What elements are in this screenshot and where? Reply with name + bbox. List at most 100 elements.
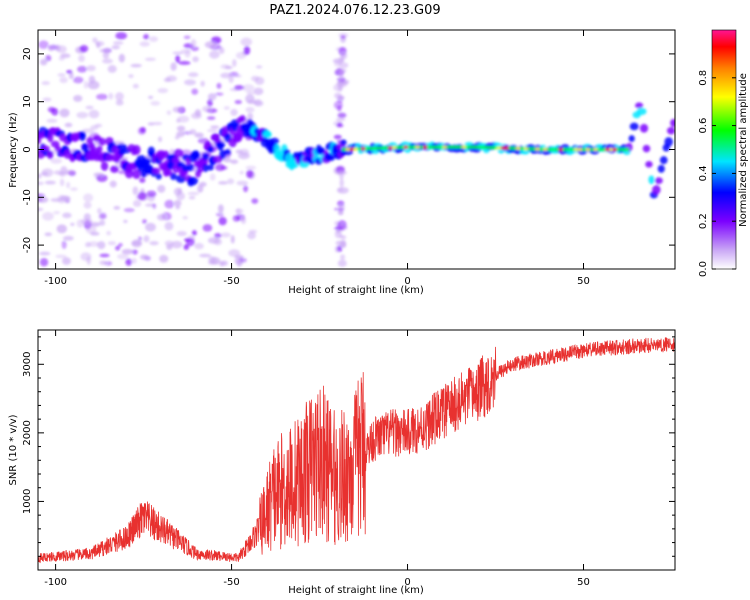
spectral-blob — [115, 245, 121, 251]
spectral-blob — [128, 74, 134, 79]
spectral-core-blob — [477, 145, 483, 149]
spectral-ridge-blob — [173, 148, 184, 158]
spectral-blob — [232, 59, 237, 67]
spectral-blob — [77, 65, 88, 73]
spectral-blob — [223, 106, 230, 110]
spectral-blob — [99, 260, 107, 266]
spectral-core-blob — [624, 147, 630, 152]
spectral-blob — [117, 253, 129, 260]
spectral-blob — [142, 219, 147, 224]
spectral-blob — [190, 112, 202, 120]
spectral-blob — [123, 219, 128, 224]
spectral-blob — [215, 163, 226, 172]
spectral-blob — [209, 173, 216, 181]
spectral-blob — [206, 128, 218, 133]
spectral-blob — [53, 210, 61, 215]
spectral-blob — [236, 180, 249, 186]
spectral-blob — [339, 239, 346, 248]
spectral-blob — [66, 181, 71, 189]
colorbar-tick-label: 0.4 — [698, 165, 709, 181]
spectral-blob — [247, 112, 254, 120]
spectral-core-blob — [488, 145, 494, 150]
spectral-blob — [175, 205, 181, 210]
spectral-blob — [64, 196, 69, 204]
spectral-ridge-blob — [654, 177, 663, 185]
spectral-ridge-blob — [224, 148, 231, 156]
spectral-blob — [61, 257, 71, 265]
spectral-blob — [254, 98, 262, 106]
spectral-blob — [224, 65, 233, 70]
spectral-blob — [70, 222, 75, 226]
spectral-blob — [183, 244, 190, 250]
spectral-core-blob — [357, 147, 363, 151]
spectral-blob — [228, 75, 234, 84]
spectral-core-blob — [446, 145, 452, 149]
spectral-blob — [333, 100, 343, 110]
spectral-core-blob — [523, 147, 529, 151]
spectral-blob — [97, 241, 106, 250]
spectral-blob — [62, 212, 72, 219]
spectral-blob — [245, 94, 255, 104]
spectral-ridge-blob — [164, 169, 173, 177]
spectral-blob — [246, 91, 255, 95]
spectral-blob — [144, 57, 156, 61]
spectral-blob — [182, 216, 188, 220]
spectral-blob — [164, 240, 174, 246]
spectral-blob — [172, 51, 184, 55]
spectral-core-blob — [372, 146, 378, 150]
spectral-blob — [164, 199, 175, 209]
spectral-core-blob — [546, 147, 552, 152]
spectral-blob — [337, 259, 347, 267]
spectral-blob — [204, 41, 217, 49]
snr-axes: -100 -50 0 50 1000 2000 3000 — [22, 330, 675, 588]
spectral-ridge-blob — [170, 172, 177, 181]
spectral-blob — [113, 206, 121, 210]
spectral-blob — [220, 232, 231, 238]
spectral-blob — [118, 242, 123, 247]
spectral-ridge-blob — [78, 133, 86, 142]
spectral-blob — [102, 58, 113, 64]
spectral-ridge-blob — [670, 118, 675, 128]
spectral-blob — [55, 254, 67, 259]
spectral-blob — [245, 106, 255, 113]
spectral-blob — [42, 97, 52, 102]
snr-xtick-label: -100 — [44, 577, 67, 588]
spectral-blob — [85, 225, 97, 234]
spectral-blob — [210, 125, 220, 129]
spectral-ridge-blob — [639, 123, 649, 133]
spectral-blob — [214, 92, 224, 96]
spectral-ridge-blob — [317, 147, 325, 154]
spectral-blob — [87, 80, 100, 90]
spectral-blob — [202, 105, 212, 112]
spectral-blob — [191, 88, 199, 95]
spectral-blob — [217, 204, 224, 213]
spectral-blob — [73, 94, 83, 102]
colorbar-ticks: 0.0 0.2 0.4 0.6 0.8 — [698, 70, 736, 277]
spectral-core-blob — [450, 145, 456, 149]
spectral-core-blob — [353, 147, 359, 151]
spectral-blob — [106, 230, 112, 236]
spectral-blob — [337, 245, 343, 252]
spectral-core-blob — [399, 145, 405, 149]
spectral-blob — [336, 76, 346, 83]
spectral-core-blob — [620, 147, 626, 152]
spectral-ridge-blob — [666, 127, 675, 135]
spectral-core-blob — [438, 145, 444, 149]
spectral-blob — [253, 87, 264, 96]
spectral-core-blob — [508, 146, 514, 150]
spectral-blob — [157, 87, 169, 94]
spectral-blob — [340, 52, 348, 60]
spectral-blob — [115, 99, 124, 106]
spectral-ridge-blob — [40, 145, 50, 152]
spec-ytick-label: 0 — [22, 146, 33, 152]
spectral-blob — [218, 216, 227, 226]
spectral-blob — [47, 45, 54, 52]
spectral-blob — [194, 242, 204, 250]
spectral-blob — [247, 232, 256, 240]
spectral-blob — [336, 81, 349, 85]
spectral-blob — [218, 181, 228, 185]
spectral-blob — [230, 108, 238, 117]
colorbar-tick-label: 0.6 — [698, 118, 709, 134]
spectral-blob — [132, 249, 138, 255]
spectral-blob — [107, 241, 117, 246]
